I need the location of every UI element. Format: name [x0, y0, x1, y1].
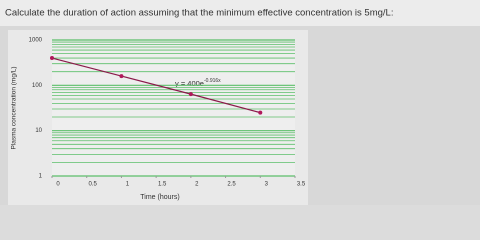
- data-point: [188, 92, 193, 97]
- x-tick-label: 3: [265, 182, 269, 188]
- y-tick-label: 1000: [29, 38, 43, 44]
- x-tick-label: 3.5: [297, 182, 306, 188]
- data-point: [258, 110, 263, 115]
- y-axis-label: Plasma concentration (mg/L): [11, 66, 18, 149]
- x-tick-label: 0.5: [89, 182, 98, 188]
- annotation-text: y = 400e: [175, 79, 204, 88]
- x-tick-label: 2.5: [227, 182, 236, 188]
- x-tick-label: 2: [195, 182, 199, 188]
- x-tick-label: 1.5: [158, 182, 167, 188]
- x-axis-label: Time (hours): [140, 194, 179, 201]
- y-tick-label: 100: [32, 83, 43, 89]
- y-tick-label: 1: [39, 174, 43, 180]
- data-point: [119, 74, 124, 79]
- plot-area: [52, 40, 295, 176]
- question-bar: [0, 0, 480, 26]
- y-tick-label: 10: [35, 128, 42, 134]
- question: Calculate the duration of action assumin…: [5, 8, 393, 19]
- series-line: [51, 57, 261, 114]
- annotation-superscript: -0.916x: [204, 78, 221, 84]
- annotation: y = 400e-0.916x: [175, 78, 221, 88]
- data-point: [50, 56, 54, 61]
- screenshot: Calculate the duration of action assumin…: [0, 0, 480, 205]
- x-tick-label: 0: [56, 182, 60, 188]
- x-tick-label: 1: [126, 182, 130, 188]
